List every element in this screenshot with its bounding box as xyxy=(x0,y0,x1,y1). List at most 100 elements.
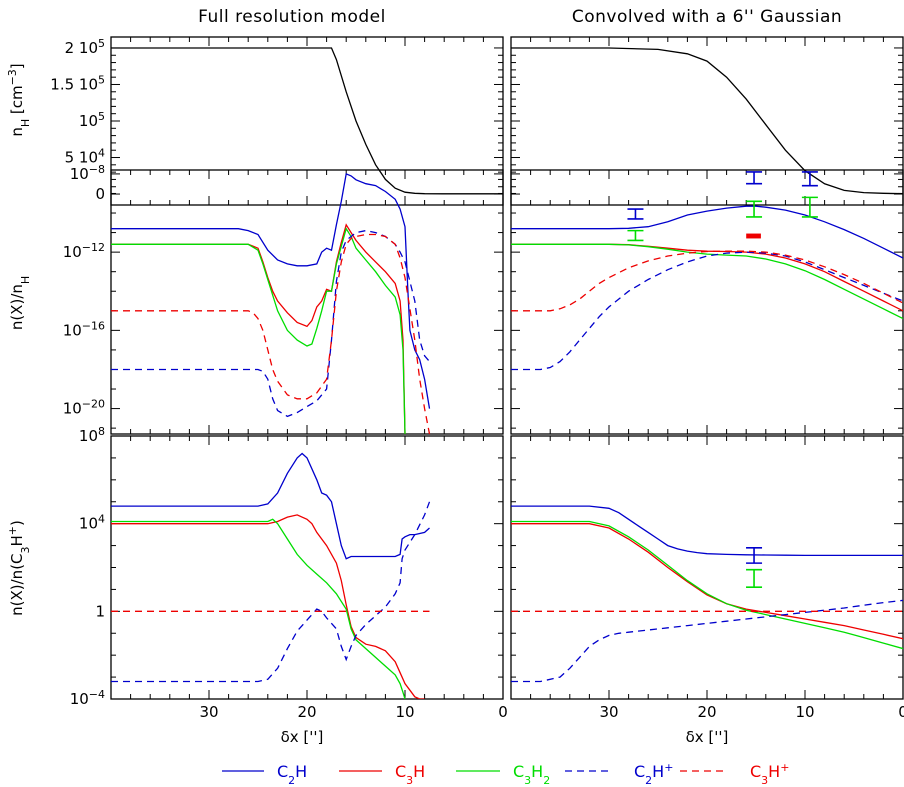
series-C2H+-line xyxy=(511,251,903,371)
ytick-label-exp: −12 xyxy=(82,241,105,254)
frame-top-left xyxy=(110,36,504,206)
ytick-label: 5 104 xyxy=(65,146,105,167)
col-title-right: Convolved with a 6'' Gaussian xyxy=(572,7,842,27)
legend-entry-C2H: C2H xyxy=(222,762,307,787)
legend-entry-C3H2: C3H2 xyxy=(456,762,550,787)
series-C3H2-line xyxy=(511,243,903,320)
series-C2H+-line xyxy=(511,599,903,683)
xtick-label: 0 xyxy=(498,703,508,721)
xtick-label: 0 xyxy=(898,703,904,721)
ytick-label: 10−12 xyxy=(63,241,105,262)
legend-label-mid: H xyxy=(768,762,780,781)
legend-entry-C3H+: C3H+ xyxy=(680,761,789,787)
xtick-label: 10 xyxy=(795,703,814,721)
series-group-bottom-right xyxy=(511,505,903,683)
panel-middle-left: 10−8 10−12 10−16 10−20 xyxy=(63,162,504,435)
series-C2H-line xyxy=(511,205,903,259)
legend-label-sup: + xyxy=(664,761,673,774)
series-nH-line xyxy=(111,47,503,195)
series-C2H-line xyxy=(511,505,903,557)
ytick-label-exp: −8 xyxy=(89,162,105,175)
legend-label: C3H2 xyxy=(513,762,550,787)
ytick-label: 10−4 xyxy=(70,688,105,709)
ytick-label-exp: 5 xyxy=(98,110,105,123)
legend-label-sub: 3 xyxy=(406,774,413,787)
series-C3H+-line xyxy=(111,233,431,434)
ytick-label: 105 xyxy=(79,110,105,131)
legend-label-mid: H xyxy=(295,762,307,781)
errorbar-C3H2 xyxy=(746,200,763,218)
series-C2H+-line xyxy=(111,229,430,418)
legend-label-sub: 2 xyxy=(288,774,295,787)
frame-middle-right xyxy=(510,169,904,435)
errorbar-C2H xyxy=(627,208,644,220)
legend-label-mid: H xyxy=(531,762,543,781)
ytick-label-exp: 8 xyxy=(98,425,105,438)
series-C2H+-line xyxy=(111,501,431,683)
col-title-left: Full resolution model xyxy=(198,7,386,27)
errorbar-C3H2 xyxy=(801,196,818,218)
legend-label-mid: H xyxy=(413,762,425,781)
frame-bottom-left xyxy=(110,435,504,700)
legend-label: C3H xyxy=(395,762,425,787)
legend-label-sup: + xyxy=(780,761,789,774)
errorbar-C2H xyxy=(801,171,818,187)
ylabel-bottom: n(X)/n(C3H+) xyxy=(6,520,32,616)
xtick-label: 20 xyxy=(297,703,316,721)
series-C3H2-line xyxy=(511,520,903,650)
ytick-label: 108 xyxy=(79,425,105,446)
series-C3H2-line xyxy=(111,227,406,434)
legend-label: C2H+ xyxy=(634,761,673,787)
legend-label-sub: 2 xyxy=(645,774,652,787)
panel-bottom-left: 30 20 10 0 108 104 1 10−4 xyxy=(70,425,508,722)
errorbar-C2H xyxy=(746,171,763,185)
panel-middle-right xyxy=(510,169,904,435)
ytick-label-exp: −20 xyxy=(82,397,105,410)
ytick-label: 1 xyxy=(95,602,105,620)
panel-bottom-right: 30 20 10 0 xyxy=(510,435,904,721)
series-C2H-line xyxy=(111,172,431,409)
ylabel-bottom-sub: 3 xyxy=(19,546,32,553)
ylabel-top-sub: H xyxy=(19,119,32,127)
xlabel-left: δx [''] xyxy=(281,728,324,746)
ytick-label-exp: 4 xyxy=(98,146,105,159)
xlabel-right: δx [''] xyxy=(686,728,729,746)
ytick-label: 0 xyxy=(95,185,105,203)
series-group-top-left xyxy=(111,47,503,195)
errorbar-C3H2 xyxy=(746,568,763,589)
series-C2H-line xyxy=(111,452,430,560)
ylabel-top: nH [cm−3] xyxy=(6,63,32,136)
legend-entry-C2H+: C2H+ xyxy=(565,761,673,787)
legend-label-sub: 3 xyxy=(524,774,531,787)
ylabel-middle: n(X)/nH xyxy=(8,276,32,330)
xtick-label: 30 xyxy=(599,703,618,721)
series-C3H-line xyxy=(111,223,406,434)
ylabel-middle-sub: H xyxy=(19,276,32,284)
series-group-top-right xyxy=(511,47,903,195)
xtick-label: 10 xyxy=(395,703,414,721)
errorbar-C3H2 xyxy=(627,229,644,242)
frame-bottom-right xyxy=(510,435,904,700)
series-C3H-line xyxy=(111,514,425,699)
ytick-label-exp: 5 xyxy=(98,36,105,49)
legend-label: C2H xyxy=(277,762,307,787)
panel-top-right xyxy=(510,36,904,206)
ytick-label: 10−20 xyxy=(63,397,105,418)
series-C3H2-line xyxy=(111,518,406,699)
series-group-middle-right xyxy=(511,205,903,371)
ytick-label-exp: 4 xyxy=(98,512,105,525)
errorbar-C2H xyxy=(746,546,763,564)
ylabel-top-sup: −3 xyxy=(6,69,19,85)
series-C3H+-line xyxy=(511,250,903,312)
xtick-label: 30 xyxy=(199,703,218,721)
ytick-label: 1.5 105 xyxy=(50,73,105,94)
frame-middle-left xyxy=(110,169,504,435)
ytick-label: 104 xyxy=(79,512,105,533)
legend-label-mid: H xyxy=(652,762,664,781)
legend-label-sub2: 2 xyxy=(543,774,550,787)
ytick-label-exp: 5 xyxy=(98,73,105,86)
legend-label: C3H+ xyxy=(750,761,789,787)
frame-top-right xyxy=(510,36,904,206)
